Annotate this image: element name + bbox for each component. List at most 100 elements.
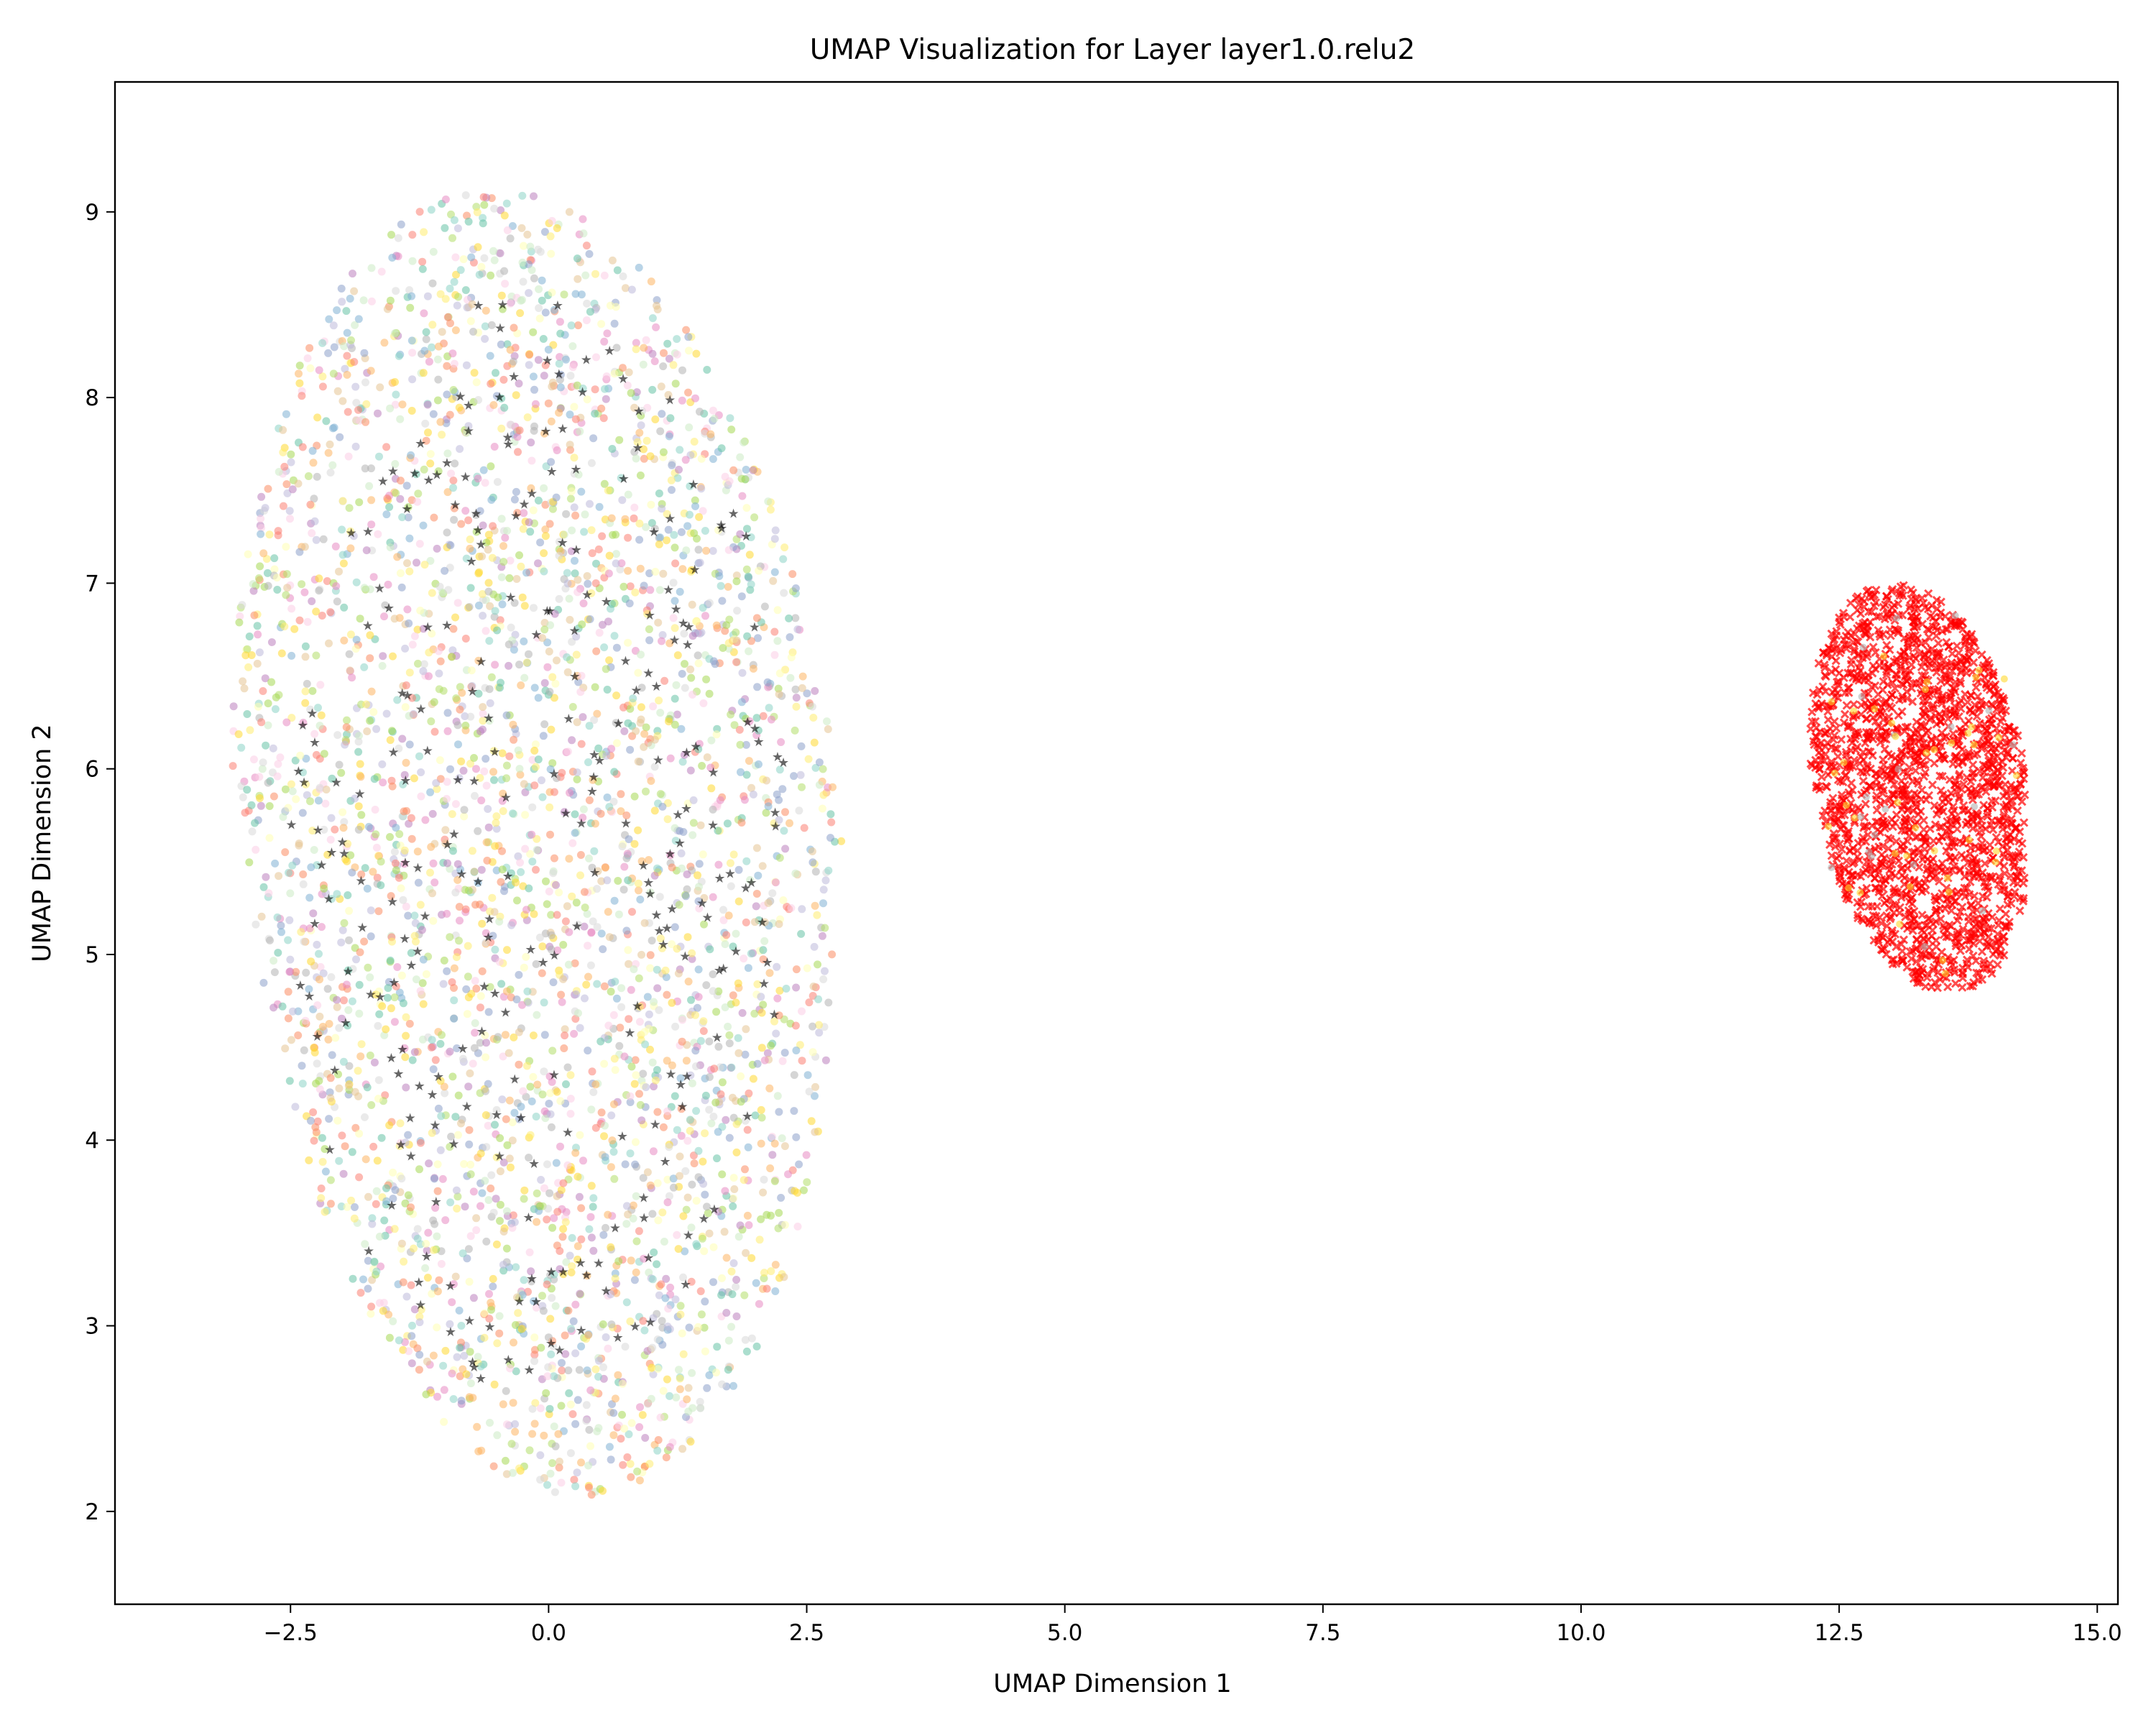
scatter-point-circle — [516, 770, 525, 779]
scatter-point-circle — [666, 851, 675, 860]
scatter-point-circle — [664, 525, 673, 534]
scatter-point-circle — [466, 712, 475, 721]
scatter-point-circle — [451, 1113, 460, 1121]
scatter-point-circle — [722, 1116, 730, 1124]
scatter-point-circle — [597, 877, 606, 886]
scatter-point-circle — [262, 873, 270, 881]
scatter-point-circle — [446, 1198, 455, 1207]
scatter-point-circle — [489, 401, 498, 409]
scatter-point-circle — [460, 1351, 469, 1360]
scatter-point-circle — [684, 388, 692, 397]
scatter-point-circle — [571, 1149, 580, 1157]
scatter-point-star: ★ — [383, 601, 395, 616]
scatter-point-circle — [604, 617, 612, 626]
scatter-point-circle — [414, 489, 423, 498]
scatter-point-circle — [430, 1174, 438, 1183]
scatter-point-circle — [344, 408, 352, 416]
scatter-point-circle — [463, 211, 471, 220]
scatter-point-circle — [566, 410, 574, 419]
scatter-point-circle — [589, 1202, 597, 1211]
scatter-point-circle — [495, 1312, 504, 1320]
scatter-point-circle — [526, 1082, 535, 1091]
scatter-point-star: ★ — [412, 860, 423, 875]
scatter-point-circle — [514, 852, 522, 860]
scatter-point-circle — [492, 866, 501, 875]
scatter-point-circle — [729, 1202, 737, 1210]
scatter-point-circle — [584, 972, 592, 981]
scatter-point-circle — [546, 765, 555, 773]
scatter-point-circle — [437, 1260, 446, 1268]
scatter-point-circle — [724, 639, 733, 648]
scatter-point-circle — [315, 722, 324, 730]
scatter-point-circle — [333, 597, 341, 606]
scatter-point-circle — [538, 942, 547, 951]
scatter-point-circle — [749, 664, 757, 673]
scatter-point-circle — [534, 559, 542, 568]
scatter-point-circle — [364, 1256, 372, 1265]
scatter-point-circle — [355, 1009, 364, 1018]
scatter-point-circle — [573, 1172, 582, 1181]
scatter-point-circle — [459, 1054, 467, 1063]
scatter-point-circle — [443, 778, 451, 786]
scatter-point-circle — [576, 1289, 584, 1298]
scatter-point-circle — [320, 825, 328, 834]
scatter-point-circle — [676, 1074, 685, 1082]
scatter-point-circle — [686, 1116, 694, 1124]
scatter-point-circle — [490, 443, 499, 451]
scatter-point-star: ★ — [346, 526, 357, 541]
scatter-point-circle — [295, 362, 304, 370]
scatter-point-circle — [632, 388, 641, 397]
scatter-point-circle — [270, 968, 279, 977]
scatter-point-circle — [709, 1113, 718, 1121]
scatter-point-circle — [701, 429, 709, 438]
scatter-point-circle — [821, 924, 829, 932]
scatter-point-circle — [529, 328, 538, 336]
scatter-point-circle — [316, 962, 325, 971]
scatter-point-star: ★ — [589, 865, 601, 880]
scatter-point-circle — [683, 933, 692, 942]
scatter-point-circle — [625, 960, 633, 968]
scatter-point-circle — [421, 419, 430, 428]
scatter-point-circle — [463, 428, 471, 437]
scatter-point-circle — [671, 1295, 680, 1304]
scatter-point-circle — [474, 827, 482, 835]
scatter-point-circle — [286, 515, 294, 523]
scatter-point-circle — [587, 1491, 596, 1499]
scatter-point-star: ★ — [392, 1067, 404, 1082]
scatter-point-circle — [633, 1467, 642, 1476]
scatter-point-circle — [451, 326, 460, 334]
scatter-point-circle — [499, 558, 508, 566]
scatter-point-circle — [556, 1458, 563, 1466]
scatter-point-circle — [577, 487, 586, 496]
scatter-point-star: ★ — [494, 321, 506, 336]
scatter-point-circle — [647, 777, 655, 785]
scatter-point-circle — [744, 572, 752, 581]
scatter-point-circle — [701, 527, 709, 535]
scatter-point-circle — [446, 285, 454, 293]
scatter-point-circle — [415, 1165, 423, 1174]
scatter-point-circle — [550, 1488, 559, 1496]
scatter-point-circle — [609, 1148, 618, 1156]
scatter-point-circle — [709, 455, 717, 464]
scatter-point-circle — [696, 1397, 704, 1406]
scatter-point-circle — [550, 788, 558, 796]
scatter-point-circle — [619, 1460, 627, 1469]
scatter-point-circle — [407, 336, 416, 345]
scatter-point-circle — [479, 709, 487, 718]
scatter-point-circle — [627, 1419, 636, 1427]
scatter-point-star: ★ — [679, 949, 691, 965]
scatter-point-circle — [652, 323, 660, 331]
scatter-point-circle — [666, 754, 675, 763]
scatter-point-circle — [245, 632, 254, 640]
scatter-point-circle — [337, 285, 346, 293]
scatter-point-circle — [763, 1284, 771, 1293]
scatter-point-circle — [380, 1216, 389, 1225]
scatter-point-circle — [402, 1292, 411, 1301]
scatter-point-circle — [545, 803, 554, 811]
scatter-point-circle — [351, 1203, 359, 1211]
scatter-point-circle — [538, 296, 546, 305]
scatter-point-circle — [364, 822, 373, 831]
scatter-point-star: ★ — [749, 620, 760, 635]
scatter-point-circle — [586, 308, 594, 316]
scatter-point-star: ★ — [545, 1265, 557, 1280]
